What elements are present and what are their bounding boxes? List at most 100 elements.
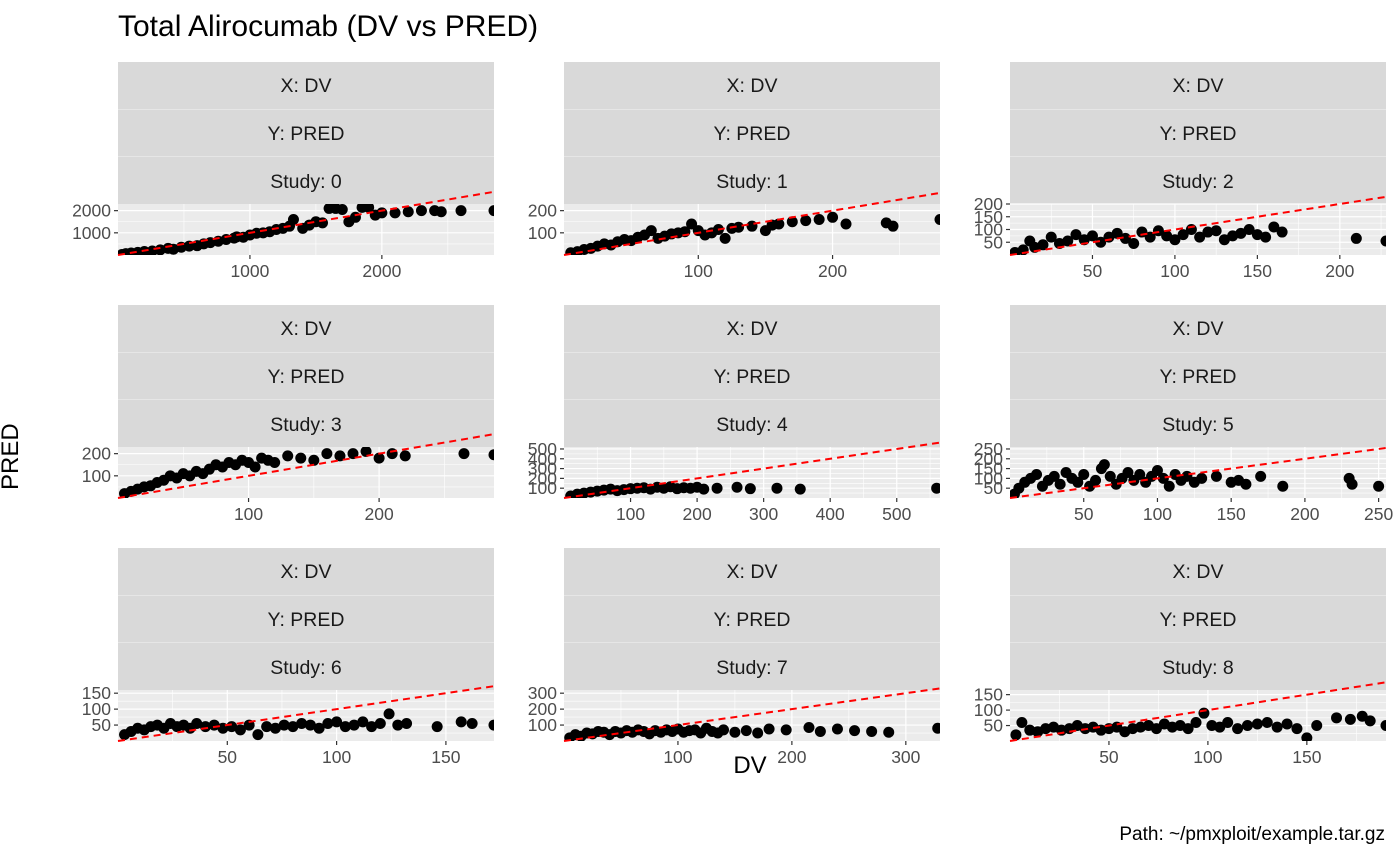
data-point <box>331 716 343 728</box>
data-point <box>1260 231 1272 243</box>
data-point <box>234 724 246 736</box>
strip-label: Study: 5 <box>1162 414 1234 436</box>
data-point <box>304 719 316 731</box>
y-tick-label: 50 <box>984 478 1004 498</box>
data-point <box>269 722 281 734</box>
x-tick-label: 150 <box>1217 504 1246 524</box>
strip-label: X: DV <box>1172 561 1224 583</box>
y-tick-label: 100 <box>82 699 111 719</box>
data-point <box>1161 230 1173 242</box>
y-tick-label: 150 <box>974 459 1003 479</box>
data-point <box>1185 224 1197 235</box>
facet-strip: X: DV Y: PRED Study: 4 <box>564 305 940 447</box>
data-point <box>1031 468 1043 480</box>
strip-label: X: DV <box>726 561 778 583</box>
y-tick-label: 200 <box>82 444 111 464</box>
facet-panel-5: X: DV Y: PRED Study: 5 50 100 150 200 250 50 100 1… <box>974 305 1393 545</box>
data-point <box>348 719 360 731</box>
identity-line <box>1009 446 1387 499</box>
data-point <box>1255 470 1267 482</box>
y-tick-label: 100 <box>528 478 557 498</box>
strip-label: X: DV <box>726 75 778 97</box>
data-point <box>849 725 861 737</box>
y-tick-label: 500 <box>528 439 557 459</box>
data-point <box>1210 225 1222 237</box>
data-point <box>1054 478 1066 490</box>
data-point <box>827 211 839 223</box>
strip-label: X: DV <box>280 75 332 97</box>
y-tick-label: 100 <box>974 700 1003 720</box>
facet-strip: X: DV Y: PRED Study: 2 <box>1010 62 1386 204</box>
data-point <box>1190 716 1202 728</box>
x-tick-label: 50 <box>1074 504 1094 524</box>
data-point <box>932 722 940 734</box>
data-point <box>316 217 328 229</box>
data-point <box>455 716 467 728</box>
strip-label: X: DV <box>726 318 778 340</box>
data-point <box>1078 468 1090 480</box>
data-point <box>1276 226 1288 238</box>
strip-label: Y: PRED <box>713 123 791 145</box>
data-point <box>1251 718 1263 730</box>
identity-line <box>1009 195 1387 256</box>
y-tick-label: 200 <box>528 201 557 221</box>
data-point <box>458 448 470 460</box>
data-point <box>1194 231 1206 243</box>
strip-label: Y: PRED <box>713 366 791 388</box>
data-point <box>1222 716 1234 728</box>
y-tick-label: 2000 <box>72 201 111 221</box>
data-point <box>814 725 826 737</box>
identity-line <box>117 190 495 256</box>
strip-label: Study: 0 <box>270 171 342 193</box>
x-tick-label: 2000 <box>362 261 401 281</box>
data-point <box>1241 720 1253 732</box>
data-point <box>813 214 825 226</box>
y-tick-label: 200 <box>974 194 1003 214</box>
data-point <box>1261 716 1273 728</box>
data-point <box>1090 474 1102 486</box>
x-tick-label: 100 <box>684 261 713 281</box>
data-point <box>1243 224 1255 235</box>
y-tick-label: 100 <box>528 715 557 735</box>
y-tick-label: 100 <box>82 466 111 486</box>
data-point <box>1048 470 1060 482</box>
strip-label: Y: PRED <box>267 609 345 631</box>
data-point <box>308 454 320 466</box>
data-point <box>295 452 307 464</box>
data-point <box>1364 715 1376 727</box>
data-point <box>1098 459 1110 471</box>
strip-label: X: DV <box>1172 75 1224 97</box>
data-point <box>488 449 494 461</box>
data-point <box>800 215 812 227</box>
data-point <box>374 717 386 729</box>
data-point <box>840 218 852 230</box>
data-point <box>686 218 698 230</box>
data-point <box>431 721 443 733</box>
data-point <box>383 708 395 720</box>
data-point <box>415 205 427 217</box>
data-point <box>249 461 261 473</box>
identity-line <box>117 433 495 499</box>
chart-title: Total Alirocumab (DV vs PRED) <box>118 10 539 43</box>
data-point <box>376 207 388 219</box>
data-point <box>1346 478 1358 490</box>
strip-label: Study: 7 <box>716 657 788 679</box>
data-point <box>1240 478 1252 490</box>
identity-line <box>563 441 941 499</box>
data-point <box>1331 712 1343 724</box>
data-point <box>1235 227 1247 239</box>
data-point <box>934 214 940 226</box>
data-point <box>261 721 273 733</box>
data-point <box>435 206 447 218</box>
data-point <box>1157 472 1169 484</box>
facet-panel-4: X: DV Y: PRED Study: 4 100 200 300 400 500 100 20… <box>528 305 941 545</box>
data-point <box>718 724 730 736</box>
x-tick-label: 300 <box>891 747 920 767</box>
data-point <box>1202 226 1214 238</box>
facet-panel-2: X: DV Y: PRED Study: 2 50 100 150 200 50 100 150 2… <box>974 62 1387 302</box>
y-tick-label: 100 <box>974 220 1003 240</box>
